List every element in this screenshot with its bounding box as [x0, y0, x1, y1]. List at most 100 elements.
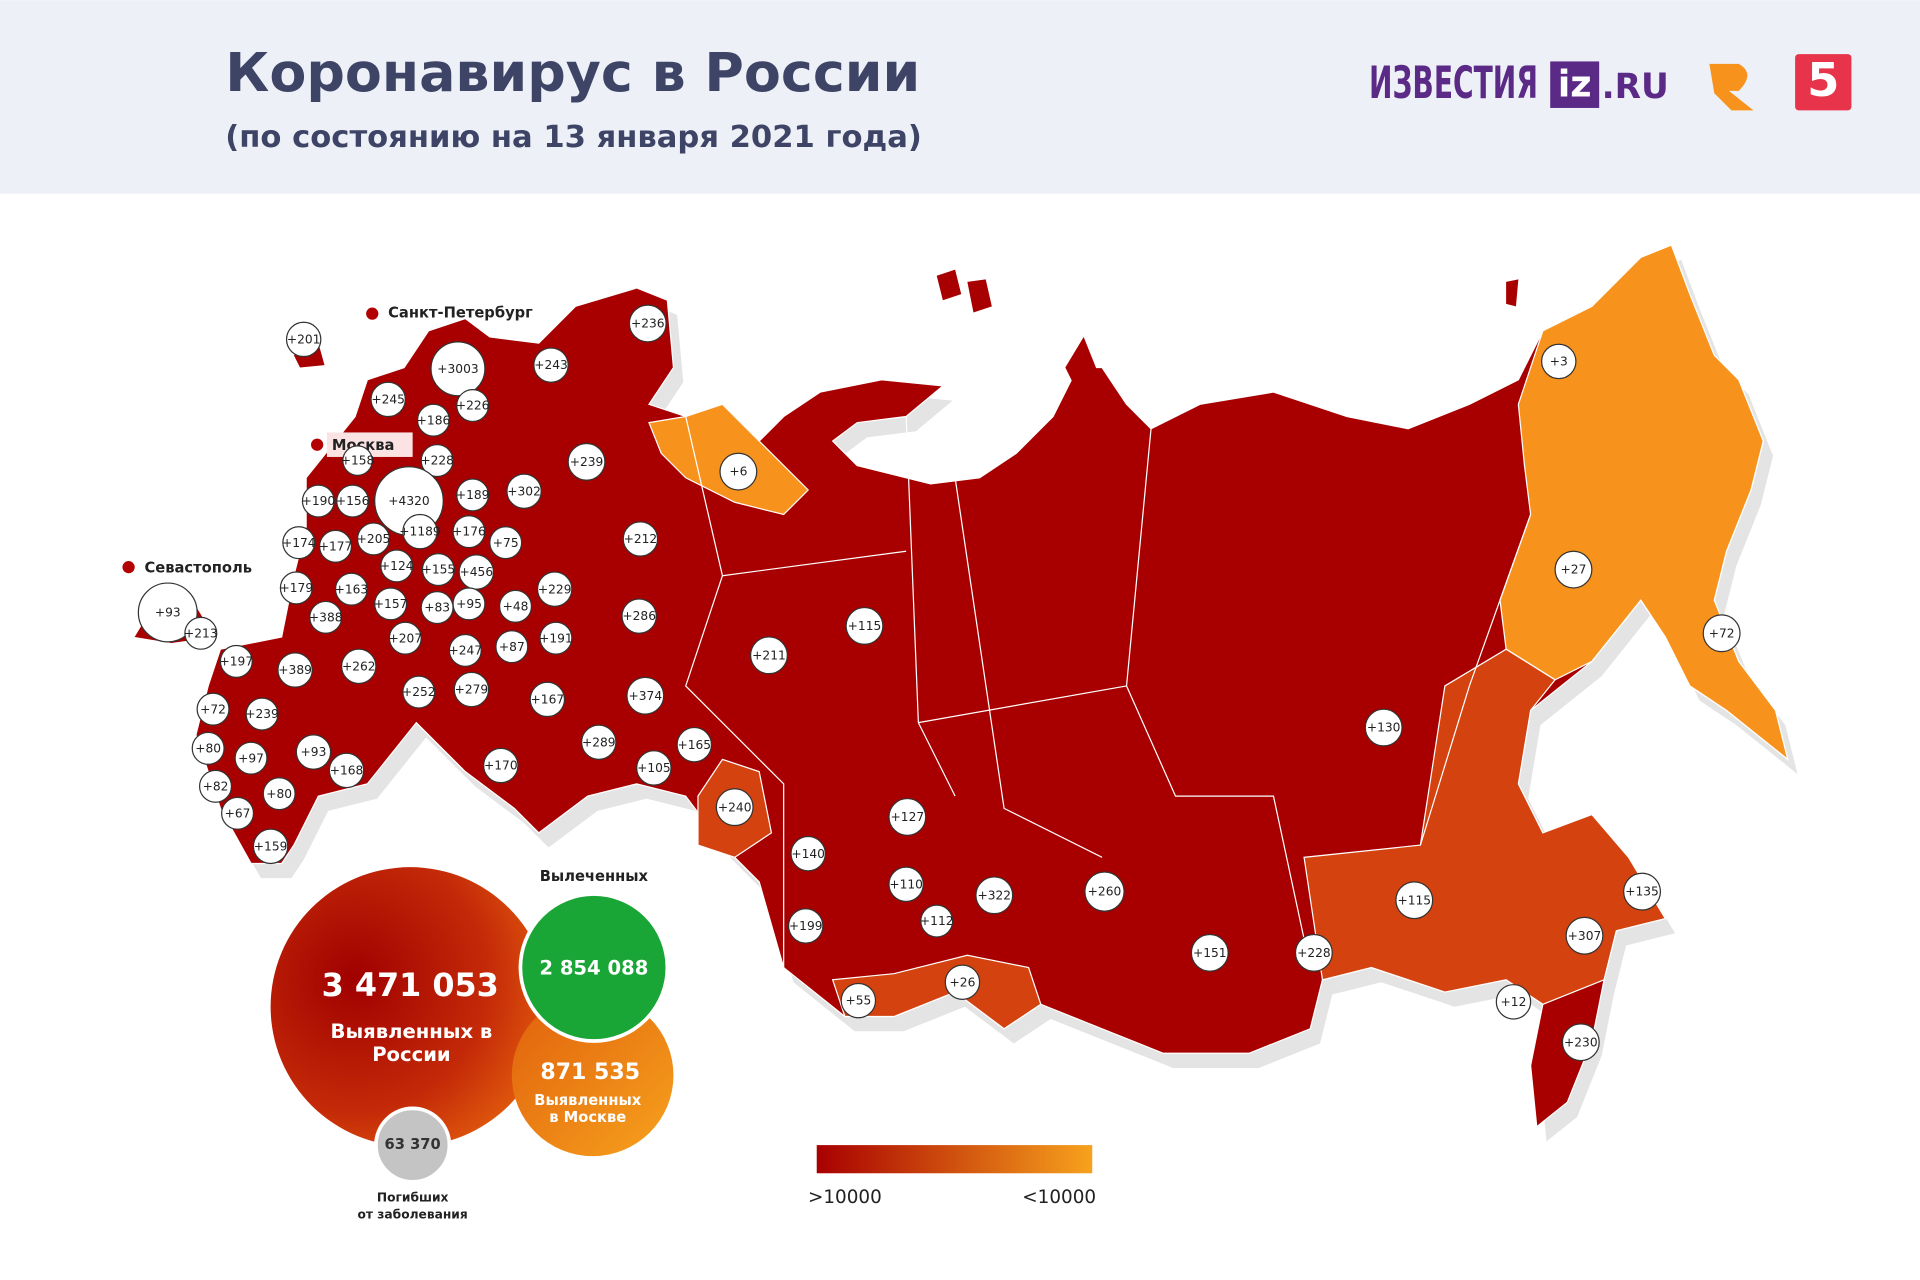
region-label: +105: [637, 761, 671, 775]
region-marker: [452, 587, 486, 621]
region-label: +389: [278, 663, 312, 677]
recovered-value: 2 854 088: [539, 956, 648, 979]
logo-iz-box: [1550, 61, 1600, 108]
region-label: +135: [1625, 885, 1659, 899]
region-marker: [944, 964, 981, 1000]
region-marker: [245, 697, 279, 731]
region-label: +93: [301, 745, 327, 759]
region-label: +3003: [437, 362, 478, 376]
region-label: +82: [203, 779, 229, 793]
moscow-bubble: [511, 994, 674, 1157]
recovered-bubble: [518, 892, 670, 1043]
logo-ru: .RU: [1602, 67, 1669, 107]
moscow-value: 871 535: [540, 1060, 640, 1085]
region-marker: [295, 734, 332, 770]
region-marker: [715, 788, 754, 827]
deaths-value: 63 370: [385, 1136, 441, 1153]
region-label: +189: [456, 488, 490, 502]
region-marker: [840, 982, 877, 1019]
stats: 3 471 053 Выявленных в России Вылеченных…: [270, 867, 674, 1221]
region-marker: [356, 522, 390, 556]
region-label: +97: [238, 751, 264, 765]
city-label: Севастополь: [144, 559, 252, 576]
region-marker: [1554, 550, 1593, 589]
region-marker: [888, 797, 927, 836]
region-marker: [448, 633, 482, 667]
region-label: +27: [1561, 563, 1587, 577]
region-label: +199: [789, 919, 823, 933]
region-label: +155: [422, 563, 456, 577]
deaths-caption: от заболевания: [358, 1207, 468, 1221]
logo-ren: [1709, 63, 1754, 111]
region-marker: [489, 526, 523, 560]
region-label: +151: [1193, 946, 1227, 960]
region-label: +374: [629, 689, 663, 703]
region-marker: [888, 866, 924, 903]
region-marker: [342, 445, 373, 476]
region-marker: [1541, 343, 1577, 380]
region-marker: [262, 777, 296, 811]
region-label: +156: [336, 494, 370, 508]
cases-bubble: [270, 867, 550, 1147]
region-label: +245: [371, 393, 405, 407]
region-label: +72: [200, 702, 226, 716]
region-label: +4320: [388, 494, 429, 508]
region-marker: [456, 388, 490, 423]
region-marker: [402, 675, 436, 709]
region-label: +289: [582, 735, 616, 749]
region-label: +286: [622, 609, 656, 623]
subtitle: (по состоянию на 13 января 2021 года): [225, 120, 922, 155]
region-label: +72: [1709, 626, 1735, 640]
region-marker: [581, 724, 617, 760]
region-marker: [341, 648, 377, 685]
region-label: +240: [718, 800, 752, 814]
cases-caption: Выявленных в: [331, 1020, 493, 1043]
region-marker: [529, 681, 566, 718]
region-marker: [285, 321, 322, 358]
region-marker: [420, 444, 454, 478]
deaths-caption: Погибших: [377, 1190, 449, 1204]
region-marker: [309, 600, 343, 634]
region-marker: [1561, 1023, 1600, 1062]
region-label: +26: [950, 975, 976, 989]
region-marker: [1395, 881, 1434, 920]
region-label: +179: [280, 581, 314, 595]
region-label: +168: [330, 764, 364, 778]
region-label: +229: [538, 582, 572, 596]
region-label: +186: [417, 413, 451, 427]
region-marker: [483, 747, 519, 784]
region-marker: [416, 403, 450, 437]
region-marker: [191, 731, 225, 765]
region-marker: [301, 484, 335, 518]
region-label: +112: [920, 914, 954, 928]
region-marker: [790, 835, 826, 872]
region-marker: [621, 598, 657, 634]
region-label: +167: [531, 693, 565, 707]
region-label: +48: [503, 599, 529, 613]
region-label: +247: [449, 644, 483, 658]
region-label: +115: [848, 619, 882, 633]
region-label: +83: [424, 601, 450, 615]
region-marker: [533, 347, 569, 383]
city-labels: Санкт-Петербург Москва Севастополь: [122, 305, 533, 576]
legend-bar: [816, 1145, 1093, 1174]
region-label: +87: [499, 640, 525, 654]
region-marker: [1364, 708, 1403, 747]
region-label: +158: [341, 454, 375, 468]
region-marker: [1294, 933, 1333, 972]
region-label: +163: [335, 582, 369, 596]
region-marker: [628, 304, 667, 343]
region-marker: [279, 571, 313, 605]
region-marker: [498, 589, 533, 623]
region-borders: [685, 416, 1532, 968]
region-label: +307: [1568, 929, 1602, 943]
region-marker: [567, 442, 606, 481]
region-marker: [1084, 871, 1125, 912]
region-marker: [234, 741, 268, 775]
region-markers: +201 +236 +3003 +243 +245 +226 +186 +158 +228 +23…: [137, 304, 1741, 1062]
region-label: +80: [195, 741, 221, 755]
region-marker: [1623, 872, 1662, 911]
region-label: +322: [977, 888, 1011, 902]
region-marker: [719, 452, 758, 491]
